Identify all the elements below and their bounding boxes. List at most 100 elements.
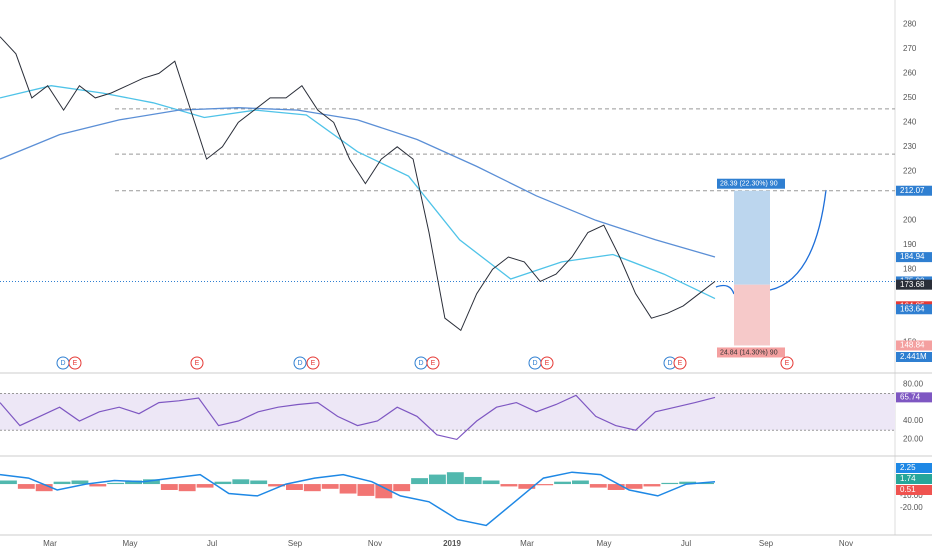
macd-hist-bar — [375, 484, 393, 499]
macd-hist-bar — [286, 484, 303, 490]
x-tick-label: 2019 — [443, 539, 461, 548]
target-zone — [734, 190, 770, 285]
macd-hist-bar — [303, 484, 321, 492]
rsi-line — [0, 394, 716, 441]
macd-hist-bar — [71, 480, 89, 485]
macd-hist-bar — [53, 481, 71, 485]
x-tick-label: Jul — [207, 539, 217, 548]
macd-hist-bar — [125, 480, 142, 485]
event-marker — [540, 356, 554, 370]
y-tick-label: 220 — [903, 166, 917, 175]
macd-hist-bar — [196, 484, 214, 488]
y-tick-label: -20.00 — [900, 503, 923, 512]
price-label-box — [896, 252, 932, 263]
price-label-box — [896, 279, 932, 290]
macd-hist-bar — [446, 472, 464, 485]
macd-label: 0.51 — [900, 485, 916, 494]
volume-label-box — [896, 352, 932, 362]
macd-label: 1.74 — [900, 474, 916, 483]
macd-label-box — [896, 463, 932, 473]
y-tick-label: 200 — [903, 215, 917, 224]
event-label: E — [431, 360, 436, 367]
price-line — [0, 36, 716, 332]
macd-hist-bar — [661, 482, 679, 485]
y-tick-label: 260 — [903, 69, 917, 78]
macd-hist-bar — [143, 479, 160, 485]
event-marker — [306, 356, 320, 370]
event-marker — [68, 356, 82, 370]
event-marker — [190, 356, 204, 370]
annotation-box — [717, 178, 785, 189]
price-label: 173.68 — [900, 280, 925, 289]
macd-hist-bar — [572, 480, 589, 485]
macd-hist-bar — [625, 484, 643, 489]
macd-hist-bar — [589, 484, 607, 488]
y-tick-label: 280 — [903, 20, 917, 29]
x-tick-label: Nov — [368, 539, 382, 548]
price-label-box — [896, 304, 932, 315]
macd-hist-bar — [500, 484, 518, 487]
macd-hist-bar — [107, 482, 125, 485]
y-tick-label: 230 — [903, 142, 917, 151]
y-tick-label: 20.00 — [903, 434, 924, 443]
rsi-label-box — [896, 392, 932, 403]
x-tick-label: May — [122, 539, 137, 548]
macd-hist-bar — [679, 481, 697, 485]
macd-hist-bar — [214, 481, 232, 485]
event-label: D — [418, 360, 423, 367]
macd-hist-bar — [321, 484, 339, 489]
event-marker — [673, 356, 687, 370]
rsi-label: 65.74 — [900, 392, 921, 401]
macd-hist-bar — [554, 481, 571, 485]
macd-hist-bar — [482, 480, 500, 485]
price-label: 163.64 — [900, 304, 925, 313]
y-tick-label: 190 — [903, 240, 917, 249]
macd-hist-bar — [518, 484, 536, 489]
y-tick-label: 270 — [903, 44, 917, 53]
macd-hist-bar — [643, 484, 661, 487]
y-tick-label: 250 — [903, 93, 917, 102]
event-label: E — [73, 360, 78, 367]
projection-arrow — [715, 189, 827, 295]
macd-hist-bar — [0, 480, 17, 485]
event-label: E — [311, 360, 316, 367]
event-label: E — [195, 360, 200, 367]
event-label: D — [60, 360, 65, 367]
y-tick-label: 80.00 — [903, 379, 924, 388]
x-tick-label: Sep — [759, 539, 774, 548]
event-label: E — [785, 360, 790, 367]
y-tick-label: 40.00 — [903, 416, 924, 425]
macd-label-box — [896, 485, 932, 495]
macd-hist-bar — [464, 476, 482, 485]
macd-hist-bar — [232, 479, 250, 485]
price-label: 212.07 — [900, 186, 925, 195]
event-label: D — [532, 360, 537, 367]
y-tick-label: 180 — [903, 264, 917, 273]
macd-hist-bar — [536, 484, 554, 486]
x-tick-label: Sep — [288, 539, 303, 548]
rsi-band — [0, 393, 895, 431]
macd-hist-bar — [250, 480, 268, 485]
event-label: E — [678, 360, 683, 367]
macd-hist-bar — [89, 484, 107, 487]
x-tick-label: Nov — [839, 539, 853, 548]
price-label: 148.84 — [900, 341, 925, 350]
macd-hist-bar — [17, 484, 35, 489]
y-tick-label: 240 — [903, 117, 917, 126]
x-tick-label: Mar — [43, 539, 57, 548]
x-tick-label: Jul — [681, 539, 691, 548]
event-marker — [426, 356, 440, 370]
stop-zone — [734, 284, 770, 346]
annotation: 28.39 (22.30%) 90 — [720, 181, 778, 188]
macd-hist-bar — [357, 484, 375, 496]
y-tick-label: -10.00 — [900, 491, 923, 500]
price-label-box — [896, 340, 932, 351]
macd-hist-bar — [607, 484, 625, 490]
x-tick-label: May — [596, 539, 611, 548]
event-label: E — [545, 360, 550, 367]
macd-label: 2.25 — [900, 463, 916, 472]
event-label: D — [297, 360, 302, 367]
price-label-box — [896, 185, 932, 196]
